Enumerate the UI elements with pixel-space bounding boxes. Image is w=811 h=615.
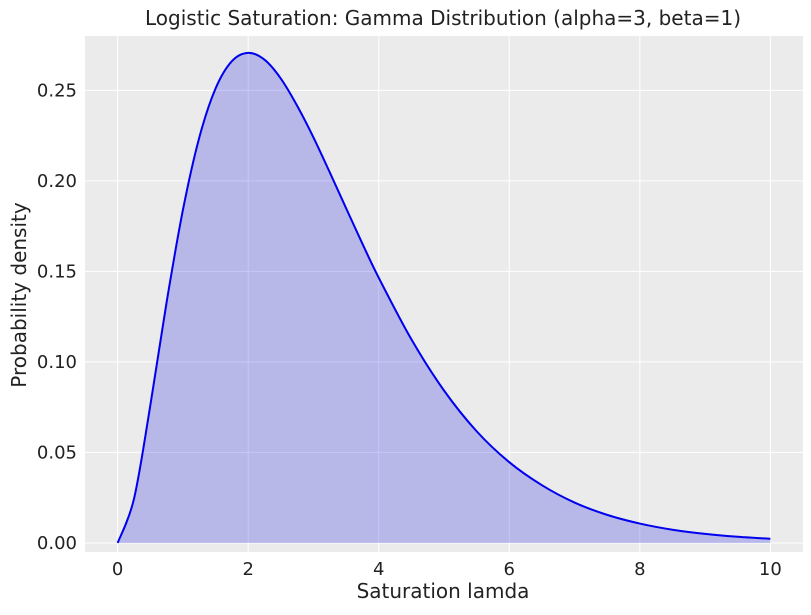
y-axis-label: Probability density (7, 202, 31, 388)
y-tick-label: 0.00 (37, 533, 77, 554)
density-curve (116, 51, 771, 544)
x-tick-label: 8 (634, 559, 645, 580)
x-tick-label: 2 (242, 559, 253, 580)
y-tick-label: 0.25 (37, 80, 77, 101)
x-tick-label: 6 (504, 559, 515, 580)
x-tick-label: 0 (112, 559, 123, 580)
x-axis-label: Saturation lamda (357, 579, 530, 603)
chart-title: Logistic Saturation: Gamma Distribution … (145, 6, 741, 30)
y-axis-ticks: 0.00 0.05 0.10 0.15 0.20 0.25 (37, 80, 77, 554)
vertical-gridlines (117, 36, 771, 552)
y-tick-label: 0.20 (37, 171, 77, 192)
y-tick-label: 0.05 (37, 442, 77, 463)
y-tick-label: 0.10 (37, 352, 77, 373)
horizontal-gridlines (85, 89, 803, 544)
x-tick-label: 4 (373, 559, 384, 580)
density-area-fill (117, 52, 771, 543)
y-tick-label: 0.15 (37, 261, 77, 282)
x-axis-ticks: 0 2 4 6 8 10 (112, 559, 782, 580)
x-tick-label: 10 (759, 559, 782, 580)
